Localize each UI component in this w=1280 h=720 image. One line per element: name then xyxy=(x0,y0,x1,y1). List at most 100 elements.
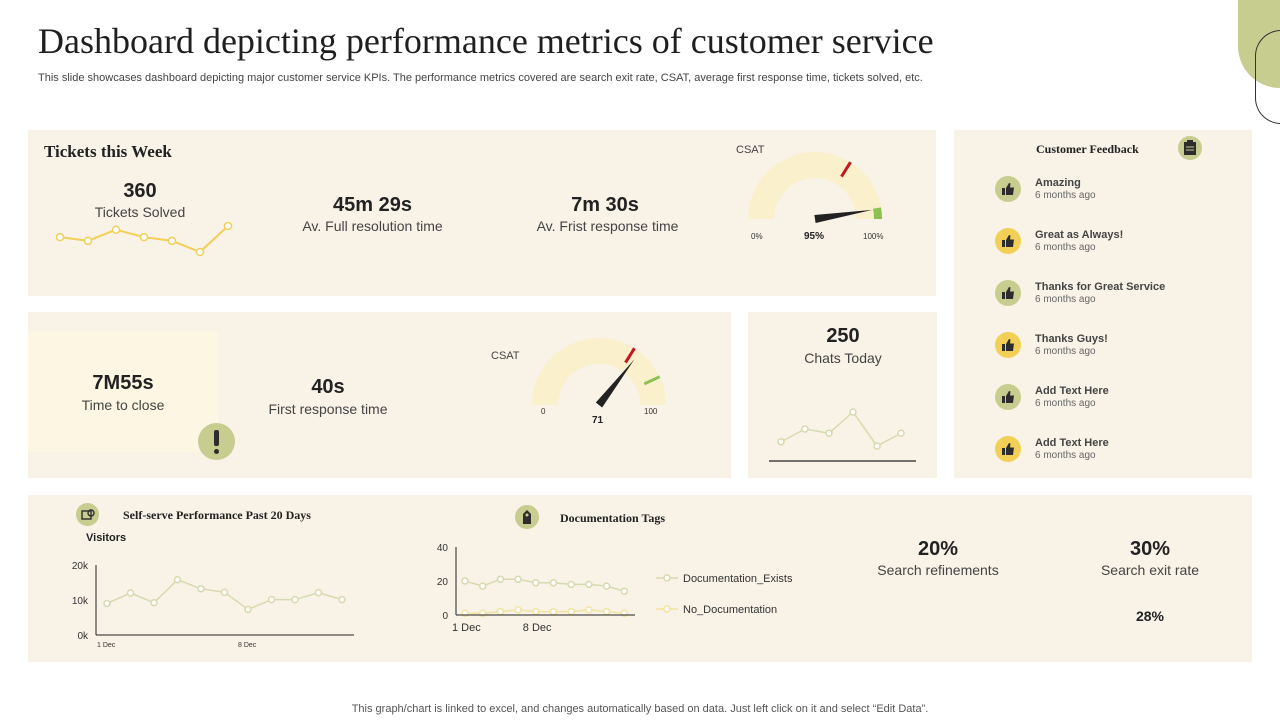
tickets-point-5 xyxy=(195,247,205,256)
chats-point-4 xyxy=(873,442,881,450)
doc-x-tick: 1 Dec xyxy=(452,622,481,634)
doc-legend-label: Documentation_Exists xyxy=(683,573,793,585)
page-title: Dashboard depicting performance metrics … xyxy=(38,21,934,61)
search-exit-value: 30% xyxy=(1129,538,1171,560)
search-refinements-value: 20% xyxy=(917,538,959,560)
page-subtitle: This slide showcases dashboard depicting… xyxy=(38,72,923,84)
tag-icon xyxy=(515,505,539,529)
first-response-label: Av. Frist response time xyxy=(536,218,679,234)
first-response-value: 7m 30s xyxy=(571,194,639,216)
doc-y-tick: 40 xyxy=(437,543,449,554)
footer-note: This graph/chart is linked to excel, and… xyxy=(351,703,929,715)
tickets-solved-value: 360 xyxy=(123,180,157,202)
chats-label: Chats Today xyxy=(804,350,882,366)
feedback-time: 6 months ago xyxy=(1035,450,1096,461)
doc-point-0-2 xyxy=(496,575,505,584)
visitors-point-5 xyxy=(220,588,229,597)
doc-point-0-7 xyxy=(585,580,593,589)
visitors-point-7 xyxy=(267,595,276,604)
doc-y-tick: 20 xyxy=(437,577,449,588)
thumbs-up-icon xyxy=(995,176,1021,202)
visitors-x-tick: 8 Dec xyxy=(238,642,257,649)
tickets-section-title: Tickets this Week xyxy=(44,142,172,161)
chats-sparkline xyxy=(769,408,916,462)
tickets-point-6 xyxy=(223,222,233,231)
feedback-title: Thanks Guys! xyxy=(1035,333,1108,345)
performance-icon xyxy=(76,503,99,526)
doc-point-0-4 xyxy=(532,578,540,587)
time-to-close-box xyxy=(28,331,218,452)
csat-max-mid: 100 xyxy=(644,407,658,416)
doc-point-1-6 xyxy=(567,607,575,616)
doc-point-1-4 xyxy=(532,607,540,616)
feedback-title: Add Text Here xyxy=(1035,385,1109,397)
doc-point-0-5 xyxy=(549,578,558,587)
visitors-y-tick: 10k xyxy=(72,596,89,607)
visitors-label: Visitors xyxy=(86,532,127,544)
thumbs-up-icon xyxy=(995,436,1021,462)
csat-value-mid: 71 xyxy=(592,415,604,426)
clipboard-icon xyxy=(1178,136,1202,160)
doc-point-1-3 xyxy=(514,606,522,614)
tickets-solved-label: Tickets Solved xyxy=(94,204,186,220)
visitors-point-9 xyxy=(314,588,323,597)
tickets-sparkline xyxy=(55,222,233,256)
visitors-point-10 xyxy=(338,595,346,604)
time-to-close-value: 7M55s xyxy=(92,372,154,394)
doc-point-0-1 xyxy=(478,582,487,590)
feedback-section-title: Customer Feedback xyxy=(1036,142,1139,156)
tickets-point-0 xyxy=(55,232,65,242)
documentation-chart: 0 20 40 1 Dec 8 Dec Documentation_Exists No_D… xyxy=(437,543,793,634)
doc-title: Documentation Tags xyxy=(560,511,666,525)
csat-label-mid: CSAT xyxy=(491,350,520,362)
visitors-point-2 xyxy=(150,599,158,607)
first-response-time-value: 40s xyxy=(311,376,345,398)
visitors-point-6 xyxy=(244,605,252,614)
visitors-point-4 xyxy=(197,585,205,593)
chats-point-3 xyxy=(849,408,857,416)
corner-outline-decoration xyxy=(1255,30,1280,124)
thumbs-up-icon xyxy=(995,332,1021,358)
doc-point-0-3 xyxy=(514,575,522,584)
visitors-point-1 xyxy=(126,589,135,597)
feedback-time: 6 months ago xyxy=(1035,398,1096,409)
thumbs-up-icon xyxy=(995,280,1021,306)
selfserve-title: Self-serve Performance Past 20 Days xyxy=(123,508,311,522)
doc-legend-marker xyxy=(663,605,671,613)
search-exit-label: Search exit rate xyxy=(1100,562,1200,578)
bottom-panel xyxy=(28,495,1252,662)
doc-point-0-6 xyxy=(567,580,575,589)
csat-gauge-mid xyxy=(532,338,666,408)
doc-y-tick: 0 xyxy=(442,611,448,622)
feedback-title: Add Text Here xyxy=(1035,437,1109,449)
doc-point-0-0 xyxy=(461,577,469,585)
resolution-time-value: 45m 29s xyxy=(333,194,412,216)
chats-point-2 xyxy=(825,429,833,437)
csat-value-top: 95% xyxy=(804,231,825,242)
thumbs-up-icon xyxy=(995,384,1021,410)
tickets-point-1 xyxy=(83,236,93,246)
feedback-time: 6 months ago xyxy=(1035,294,1096,305)
visitors-y-tick: 20k xyxy=(72,561,89,572)
resolution-time-label: Av. Full resolution time xyxy=(302,218,443,234)
csat-label-top: CSAT xyxy=(736,144,765,156)
csat-min-top: 0% xyxy=(751,232,763,241)
doc-point-1-5 xyxy=(549,607,558,616)
doc-x-tick: 8 Dec xyxy=(523,622,552,634)
doc-point-0-9 xyxy=(620,587,629,595)
csat-max-top: 100% xyxy=(863,232,884,241)
feedback-title: Thanks for Great Service xyxy=(1035,281,1166,293)
tickets-point-2 xyxy=(111,225,121,234)
visitors-x-tick: 1 Dec xyxy=(97,642,116,649)
feedback-time: 6 months ago xyxy=(1035,190,1096,201)
visitors-point-8 xyxy=(291,595,299,604)
chats-point-5 xyxy=(897,429,905,437)
visitors-y-tick: 0k xyxy=(77,631,89,642)
chats-value: 250 xyxy=(826,325,860,347)
search-refinements-label: Search refinements xyxy=(877,562,999,578)
doc-point-1-7 xyxy=(585,606,593,614)
doc-point-0-8 xyxy=(602,582,611,590)
time-to-close-label: Time to close xyxy=(81,397,165,413)
feedback-time: 6 months ago xyxy=(1035,242,1096,253)
chats-panel xyxy=(748,312,937,478)
